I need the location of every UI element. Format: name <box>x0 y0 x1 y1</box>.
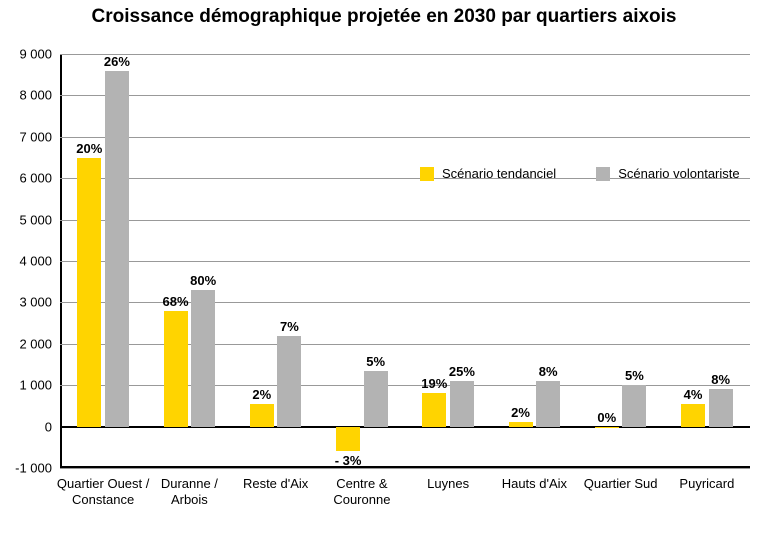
plot-area: -1 00001 0002 0003 0004 0005 0006 0007 0… <box>60 54 750 468</box>
legend-label: Scénario tendanciel <box>442 166 556 181</box>
bar-value-label: 4% <box>684 387 703 402</box>
y-tick-label: 7 000 <box>19 129 60 144</box>
grid-line <box>60 137 750 138</box>
bar-value-label: 26% <box>104 54 130 69</box>
bar-value-label: 2% <box>252 387 271 402</box>
y-tick-label: -1 000 <box>15 461 60 476</box>
bar-value-label: 2% <box>511 405 530 420</box>
legend: Scénario tendanciel Scénario volontariste <box>420 166 740 181</box>
x-tick-label: Quartier Ouest / Constance <box>57 468 149 509</box>
bar <box>509 422 533 426</box>
y-tick-label: 2 000 <box>19 336 60 351</box>
bar-value-label: 19% <box>421 376 447 391</box>
bar <box>77 158 101 427</box>
bar-value-label: 5% <box>625 368 644 383</box>
bar-value-label: 7% <box>280 319 299 334</box>
chart-container: Croissance démographique projetée en 203… <box>0 0 768 536</box>
x-tick-label: Duranne / Arbois <box>161 468 218 509</box>
bar <box>336 427 360 452</box>
bar-value-label: 8% <box>711 372 730 387</box>
y-tick-label: 6 000 <box>19 171 60 186</box>
bar-value-label: 80% <box>190 273 216 288</box>
grid-line <box>60 95 750 96</box>
y-tick-label: 8 000 <box>19 88 60 103</box>
y-tick-label: 0 <box>45 419 60 434</box>
grid-line <box>60 220 750 221</box>
bar <box>105 71 129 427</box>
bar-value-label: 5% <box>366 354 385 369</box>
bar-value-label: 20% <box>76 141 102 156</box>
bar <box>422 393 446 426</box>
legend-swatch <box>596 167 610 181</box>
y-tick-label: 5 000 <box>19 212 60 227</box>
bar <box>164 311 188 427</box>
bar <box>595 427 619 428</box>
x-tick-label: Centre & Couronne <box>333 468 390 509</box>
grid-line <box>60 261 750 262</box>
legend-item: Scénario volontariste <box>596 166 739 181</box>
y-tick-label: 3 000 <box>19 295 60 310</box>
y-tick-label: 4 000 <box>19 254 60 269</box>
bar-value-label: 0% <box>597 410 616 425</box>
bar-value-label: - 3% <box>335 453 362 468</box>
bar <box>277 336 301 427</box>
bar <box>450 381 474 427</box>
legend-swatch <box>420 167 434 181</box>
x-tick-label: Hauts d'Aix <box>502 468 567 492</box>
legend-label: Scénario volontariste <box>618 166 739 181</box>
bar <box>191 290 215 427</box>
bar <box>364 371 388 427</box>
bar-value-label: 8% <box>539 364 558 379</box>
bar <box>250 404 274 427</box>
legend-item: Scénario tendanciel <box>420 166 556 181</box>
x-tick-label: Puyricard <box>679 468 734 492</box>
bar <box>709 389 733 426</box>
x-tick-label: Luynes <box>427 468 469 492</box>
chart-title: Croissance démographique projetée en 203… <box>0 6 768 28</box>
bar <box>536 381 560 427</box>
bar-value-label: 25% <box>449 364 475 379</box>
y-tick-label: 9 000 <box>19 47 60 62</box>
grid-line <box>60 54 750 55</box>
x-tick-label: Reste d'Aix <box>243 468 308 492</box>
y-tick-label: 1 000 <box>19 378 60 393</box>
bar <box>622 385 646 426</box>
x-tick-label: Quartier Sud <box>584 468 658 492</box>
bar-value-label: 68% <box>163 294 189 309</box>
bar <box>681 404 705 427</box>
